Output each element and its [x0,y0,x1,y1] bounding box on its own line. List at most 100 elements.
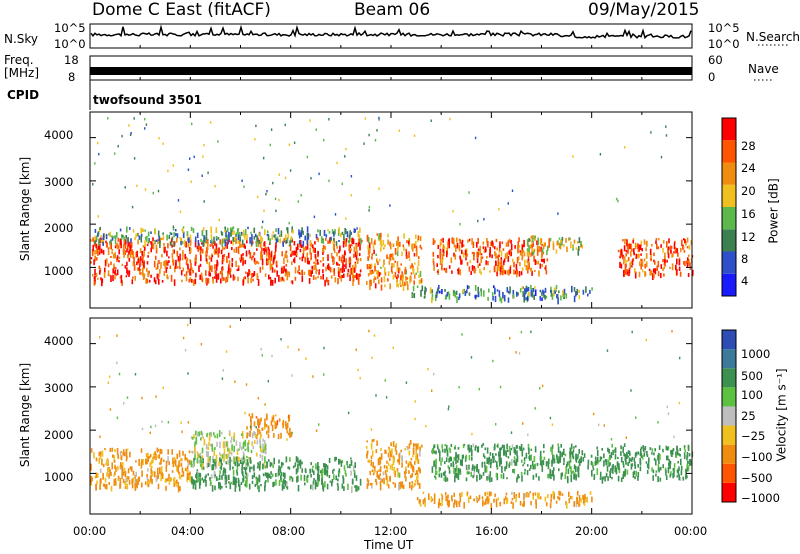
power-cell [224,245,227,249]
power-cell [673,251,675,254]
power-cell [389,204,391,207]
power-cell [358,234,361,239]
power-cell [177,199,180,202]
power-cell [276,270,278,277]
velocity-cell [310,474,312,478]
power-cell [232,237,234,242]
velocity-cell [333,468,335,471]
velocity-cell [264,423,266,427]
velocity-cell [245,463,247,469]
power-cell [441,253,444,260]
velocity-cell [573,446,575,449]
power-cell [248,250,251,255]
velocity-cell [411,483,414,487]
power-cell [495,238,498,242]
power-cell [363,142,365,145]
power-cell [114,152,116,155]
power-cell [377,261,379,265]
power-cell [629,243,631,250]
power-cell [573,287,576,292]
velocity-cell [241,446,243,451]
power-cell [244,228,247,236]
power-cell [259,266,262,273]
velocity-cell [233,457,235,465]
velocity-cell [640,453,643,458]
velocity-cell [289,457,291,462]
power-cell [623,261,625,265]
power-cell [635,253,638,259]
velocity-cell [635,470,637,477]
power-cell [230,229,232,237]
power-cell [558,237,561,240]
power-cell [366,281,368,285]
power-cell [403,233,405,239]
velocity-cell [334,456,336,462]
velocity-cell [263,462,265,468]
power-cell [516,256,519,264]
velocity-cell [152,456,154,463]
power-cell [206,248,208,254]
velocity-cell [306,478,309,483]
power-cell [451,237,453,243]
power-cell [507,202,509,205]
velocity-cell [455,451,457,457]
velocity-cell [539,450,542,457]
power-cell [349,249,351,254]
power-cell [688,244,691,250]
velocity-cell [264,456,266,464]
power-cell [291,261,293,265]
velocity-cell [124,471,127,478]
velocity-cell [667,455,669,461]
velocity-cell [257,428,259,436]
power-cell [304,247,306,251]
velocity-cell [184,467,187,471]
velocity-cell [386,467,389,473]
velocity-cell [623,452,625,457]
velocity-cell [464,456,467,462]
power-cell [335,241,338,246]
velocity-cell [631,463,634,467]
power-cell [94,250,96,255]
power-cell [94,162,96,165]
velocity-cell [393,467,395,474]
power-cell [145,123,148,126]
velocity-cell [355,485,357,492]
power-cell [660,244,662,248]
velocity-cell [227,459,230,465]
velocity-cell [380,447,382,452]
power-cell [660,155,663,159]
power-cell [411,294,414,297]
velocity-cell [570,475,573,483]
xtick-2: 08:00 [272,524,306,538]
velocity-cell [591,462,594,466]
power-cell [355,272,358,280]
velocity-cell [669,473,672,478]
power-cell [280,230,283,237]
velocity-cell [131,466,133,472]
power-cell [354,264,357,269]
power-cell [232,274,235,281]
power-cell [625,249,628,253]
power-cell [282,270,284,274]
power-cell [367,236,370,244]
velocity-cell [212,464,214,471]
power-cell [107,117,109,120]
velocity-cell [493,498,495,503]
velocity-cell [266,472,268,478]
velocity-cell [257,462,259,467]
velocity-cell [265,424,268,428]
velocity-cell [234,481,237,484]
power-cell [166,250,168,257]
velocity-cell [416,479,419,485]
velocity-cell [516,476,519,480]
power-cell [157,238,159,245]
velocity-cell [408,470,410,474]
velocity-cell [568,491,570,497]
velocity-cell [112,454,114,458]
power-cell [146,261,149,265]
velocity-cell [578,495,581,502]
power-cell [663,266,665,270]
velocity-cell [195,472,198,480]
velocity-cell [373,334,376,337]
power-cell [249,252,251,259]
